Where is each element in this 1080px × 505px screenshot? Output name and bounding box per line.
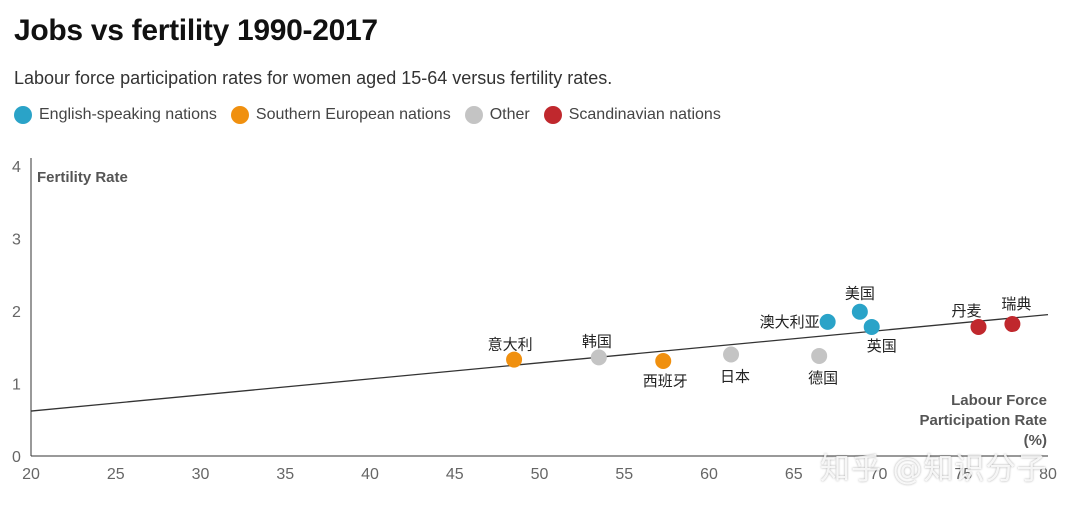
chart-subtitle: Labour force participation rates for wom…: [14, 68, 613, 88]
point-label: 韩国: [582, 332, 612, 350]
point-label: 英国: [867, 337, 897, 355]
legend-item-southern-european: Southern European nations: [230, 106, 451, 124]
point-label: 美国: [845, 285, 875, 303]
legend-item-english-speaking: English-speaking nations: [14, 106, 217, 124]
y-axis-label: Fertility Rate: [37, 169, 128, 186]
legend-item-other: Other: [464, 106, 530, 124]
data-point: [819, 313, 836, 330]
point-label: 意大利: [488, 336, 533, 354]
legend-item-scandinavian: Scandinavian nations: [543, 106, 721, 124]
data-point: [655, 353, 672, 370]
x-tick-label: 40: [361, 466, 379, 483]
y-tick-label: 1: [12, 377, 21, 394]
x-tick-label: 50: [531, 466, 549, 483]
x-tick-label: 75: [954, 466, 972, 483]
data-point: [590, 349, 607, 366]
x-axis-label: Labour Force: [951, 392, 1047, 409]
y-tick-label: 4: [12, 159, 21, 176]
point-label: 瑞典: [1001, 295, 1031, 313]
point-label: 日本: [720, 368, 750, 386]
point-label: 德国: [808, 369, 838, 387]
x-tick-label: 65: [785, 466, 803, 483]
data-point: [723, 346, 740, 363]
x-tick-label: 35: [276, 466, 294, 483]
x-tick-label: 70: [870, 466, 888, 483]
watermark: 知乎 @知识分子: [820, 452, 1048, 487]
legend-label: Other: [489, 106, 530, 123]
legend: English-speaking nations Southern Europe…: [14, 106, 735, 124]
x-tick-label: 80: [1039, 466, 1057, 483]
x-axis-label: (%): [1024, 432, 1047, 449]
x-tick-label: 55: [615, 466, 633, 483]
data-point: [1004, 316, 1021, 333]
data-point: [506, 351, 523, 368]
legend-swatch: [464, 106, 483, 124]
y-tick-label: 0: [12, 449, 21, 466]
x-axis-label: Participation Rate: [919, 412, 1047, 429]
data-point: [970, 318, 987, 335]
chart-title: Jobs vs fertility 1990-2017: [14, 14, 378, 47]
legend-label: Scandinavian nations: [568, 106, 721, 123]
legend-swatch: [14, 106, 32, 124]
data-point: [811, 347, 828, 364]
point-label: 西班牙: [643, 372, 688, 390]
data-point: [851, 303, 868, 320]
x-tick-label: 25: [107, 466, 125, 483]
y-tick-label: 3: [12, 232, 21, 249]
y-tick-label: 2: [12, 304, 21, 321]
x-tick-label: 20: [22, 466, 40, 483]
x-tick-label: 30: [192, 466, 210, 483]
trend-line: [30, 313, 1049, 412]
x-tick-label: 45: [446, 466, 464, 483]
legend-label: Southern European nations: [255, 106, 451, 123]
legend-swatch: [230, 106, 249, 124]
data-point: [863, 318, 880, 335]
point-label: 丹麦: [951, 302, 981, 320]
legend-swatch: [543, 106, 562, 124]
point-label: 澳大利亚: [760, 313, 820, 331]
x-tick-label: 60: [700, 466, 718, 483]
legend-label: English-speaking nations: [39, 106, 217, 123]
